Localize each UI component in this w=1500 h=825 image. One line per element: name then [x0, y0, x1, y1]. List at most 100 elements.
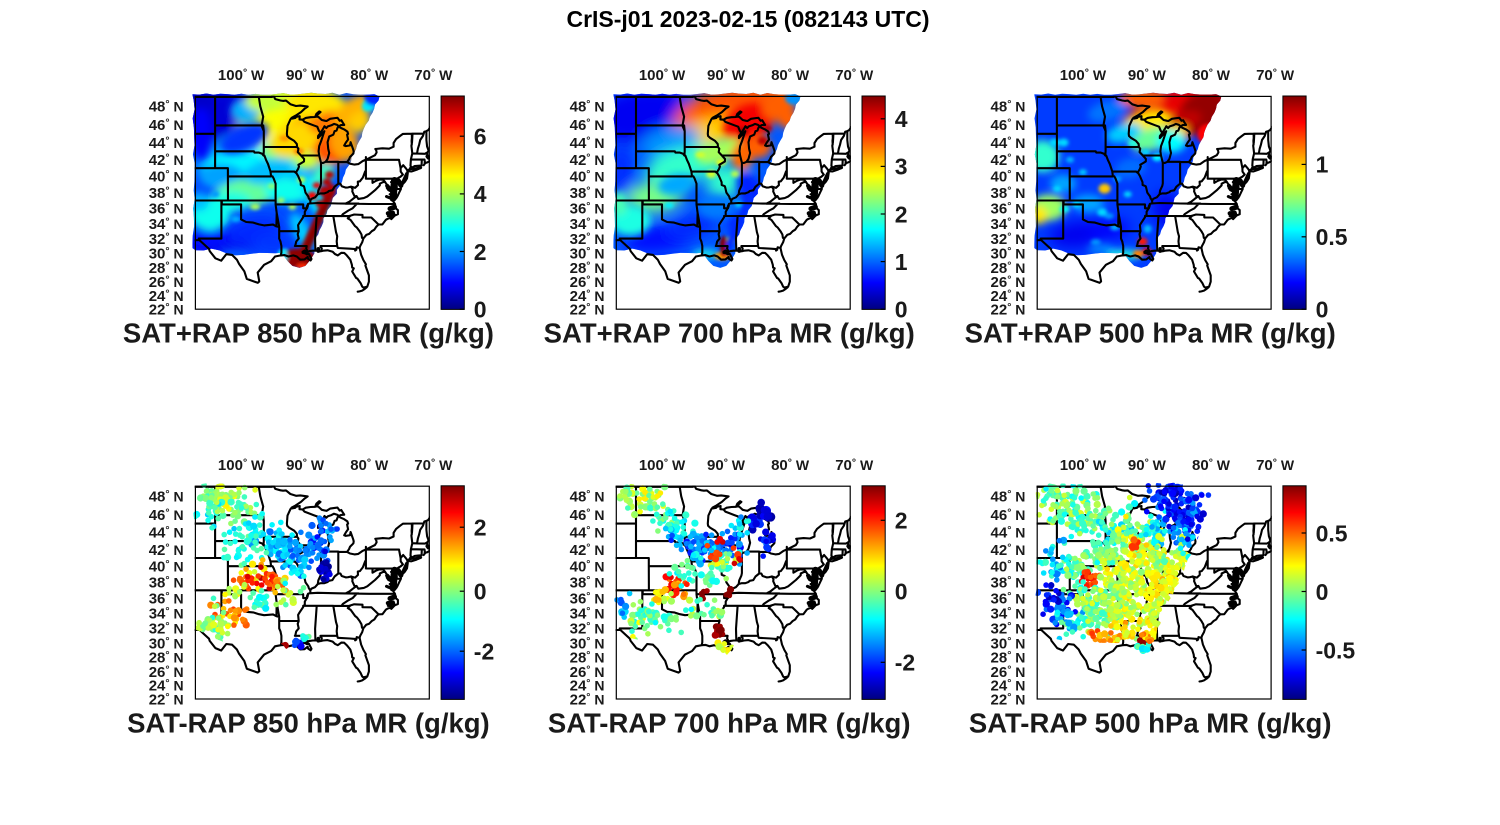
svg-text:36° N: 36° N [570, 200, 605, 218]
svg-text:24° N: 24° N [991, 677, 1026, 695]
svg-text:4: 4 [895, 106, 908, 132]
svg-text:26° N: 26° N [570, 274, 605, 292]
svg-text:1: 1 [1316, 152, 1329, 178]
svg-text:40° N: 40° N [570, 558, 605, 576]
svg-text:34° N: 34° N [570, 215, 605, 233]
svg-text:-2: -2 [895, 650, 915, 676]
svg-text:4: 4 [474, 181, 487, 207]
svg-text:2: 2 [895, 201, 908, 227]
svg-text:CrIS-j01 2023-02-15 (082143 UT: CrIS-j01 2023-02-15 (082143 UTC) [566, 6, 929, 32]
svg-text:90° W: 90° W [1128, 457, 1167, 475]
svg-text:38° N: 38° N [149, 574, 184, 592]
svg-text:90° W: 90° W [286, 457, 325, 475]
svg-text:0: 0 [895, 297, 908, 323]
svg-text:42° N: 42° N [570, 152, 605, 170]
svg-text:38° N: 38° N [149, 184, 184, 202]
svg-text:30° N: 30° N [570, 635, 605, 653]
svg-text:36° N: 36° N [149, 590, 184, 608]
svg-text:44° N: 44° N [991, 134, 1026, 152]
svg-text:38° N: 38° N [570, 184, 605, 202]
svg-text:2: 2 [474, 515, 487, 541]
svg-text:32° N: 32° N [149, 620, 184, 638]
svg-text:2: 2 [895, 508, 908, 534]
svg-text:46° N: 46° N [570, 507, 605, 525]
svg-text:80° W: 80° W [1192, 457, 1231, 475]
svg-text:26° N: 26° N [149, 274, 184, 292]
svg-text:46° N: 46° N [570, 117, 605, 135]
svg-text:30° N: 30° N [570, 245, 605, 263]
svg-text:38° N: 38° N [991, 184, 1026, 202]
svg-text:SAT+RAP 850 hPa MR (g/kg): SAT+RAP 850 hPa MR (g/kg) [123, 318, 494, 349]
svg-text:24° N: 24° N [570, 287, 605, 305]
svg-text:0: 0 [895, 579, 908, 605]
svg-text:22° N: 22° N [570, 301, 605, 319]
svg-text:26° N: 26° N [570, 663, 605, 681]
svg-text:42° N: 42° N [149, 541, 184, 559]
svg-text:22° N: 22° N [570, 691, 605, 709]
svg-text:70° W: 70° W [414, 67, 453, 85]
svg-text:48° N: 48° N [991, 98, 1026, 116]
svg-text:40° N: 40° N [149, 168, 184, 186]
svg-text:80° W: 80° W [350, 457, 389, 475]
svg-text:90° W: 90° W [1128, 67, 1167, 85]
svg-text:SAT-RAP 700 hPa MR (g/kg): SAT-RAP 700 hPa MR (g/kg) [548, 708, 911, 739]
svg-text:6: 6 [474, 124, 487, 150]
svg-text:46° N: 46° N [149, 507, 184, 525]
svg-text:100° W: 100° W [639, 67, 686, 85]
svg-text:28° N: 28° N [570, 259, 605, 277]
svg-text:30° N: 30° N [149, 245, 184, 263]
svg-text:80° W: 80° W [771, 457, 810, 475]
svg-text:30° N: 30° N [991, 635, 1026, 653]
svg-text:32° N: 32° N [570, 620, 605, 638]
svg-text:28° N: 28° N [991, 649, 1026, 667]
svg-text:36° N: 36° N [149, 200, 184, 218]
svg-text:40° N: 40° N [991, 558, 1026, 576]
svg-text:SAT+RAP 700 hPa MR (g/kg): SAT+RAP 700 hPa MR (g/kg) [544, 318, 915, 349]
svg-text:38° N: 38° N [570, 574, 605, 592]
svg-text:0.5: 0.5 [1316, 520, 1348, 546]
svg-text:2: 2 [474, 239, 487, 265]
svg-text:3: 3 [895, 154, 908, 180]
svg-text:42° N: 42° N [991, 541, 1026, 559]
svg-text:SAT-RAP 500 hPa MR (g/kg): SAT-RAP 500 hPa MR (g/kg) [969, 708, 1332, 739]
svg-text:34° N: 34° N [991, 605, 1026, 623]
svg-text:90° W: 90° W [707, 457, 746, 475]
svg-text:22° N: 22° N [149, 691, 184, 709]
svg-text:24° N: 24° N [570, 677, 605, 695]
svg-text:90° W: 90° W [707, 67, 746, 85]
svg-text:80° W: 80° W [1192, 67, 1231, 85]
svg-text:32° N: 32° N [149, 230, 184, 248]
svg-text:100° W: 100° W [218, 67, 265, 85]
svg-text:30° N: 30° N [149, 635, 184, 653]
svg-text:24° N: 24° N [991, 287, 1026, 305]
svg-text:48° N: 48° N [149, 488, 184, 506]
svg-text:40° N: 40° N [570, 168, 605, 186]
svg-text:36° N: 36° N [991, 200, 1026, 218]
svg-text:42° N: 42° N [991, 152, 1026, 170]
svg-text:100° W: 100° W [1060, 457, 1107, 475]
svg-text:22° N: 22° N [149, 301, 184, 319]
svg-text:70° W: 70° W [1256, 67, 1295, 85]
svg-text:40° N: 40° N [149, 558, 184, 576]
svg-text:70° W: 70° W [414, 457, 453, 475]
svg-text:0.5: 0.5 [1316, 224, 1348, 250]
svg-text:26° N: 26° N [991, 663, 1026, 681]
svg-text:36° N: 36° N [991, 590, 1026, 608]
svg-text:44° N: 44° N [991, 524, 1026, 542]
svg-text:30° N: 30° N [991, 245, 1026, 263]
svg-text:32° N: 32° N [570, 230, 605, 248]
svg-text:-0.5: -0.5 [1316, 637, 1356, 663]
svg-text:34° N: 34° N [149, 605, 184, 623]
svg-text:48° N: 48° N [570, 488, 605, 506]
svg-text:80° W: 80° W [771, 67, 810, 85]
svg-text:38° N: 38° N [991, 574, 1026, 592]
svg-text:46° N: 46° N [991, 507, 1026, 525]
svg-text:1: 1 [895, 249, 908, 275]
svg-text:26° N: 26° N [991, 274, 1026, 292]
svg-text:100° W: 100° W [1060, 67, 1107, 85]
svg-text:44° N: 44° N [149, 134, 184, 152]
svg-text:80° W: 80° W [350, 67, 389, 85]
svg-text:46° N: 46° N [991, 117, 1026, 135]
svg-text:0: 0 [474, 297, 487, 323]
svg-text:28° N: 28° N [991, 259, 1026, 277]
